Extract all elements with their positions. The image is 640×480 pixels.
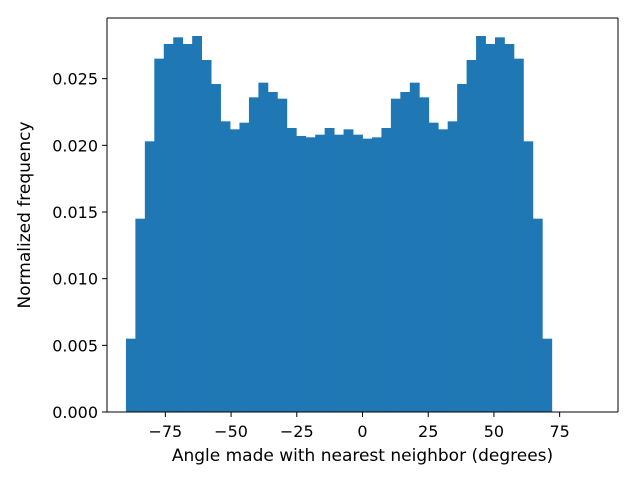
histogram-bar [438, 129, 449, 412]
histogram-bar [305, 137, 316, 412]
histogram-bar [409, 82, 420, 413]
histogram-bar [315, 134, 326, 413]
histogram-bar [400, 92, 411, 412]
histogram-bar [258, 82, 269, 413]
histogram-bar [476, 36, 486, 412]
histogram-bar [211, 84, 221, 412]
histogram-bar [173, 37, 184, 412]
histogram-bar [286, 128, 297, 412]
x-tick-label: 75 [549, 422, 569, 441]
x-tick-label: −75 [148, 422, 182, 441]
histogram-bar [125, 338, 136, 412]
histogram-bar [390, 98, 401, 413]
histogram-bar [513, 58, 524, 413]
y-tick-label: 0.000 [52, 403, 98, 422]
histogram-bar [532, 218, 543, 412]
histogram-bar [182, 44, 193, 412]
x-tick-label: −25 [280, 422, 314, 441]
histogram-bar [324, 128, 335, 412]
x-tick-label: 25 [418, 422, 438, 441]
histogram-bar [296, 136, 307, 412]
y-tick-label: 0.020 [52, 136, 98, 155]
histogram-bar [419, 97, 430, 412]
histogram-bar [353, 134, 363, 413]
histogram-bar [457, 84, 467, 412]
histogram-bar [428, 122, 439, 413]
histogram-bar [220, 121, 231, 412]
y-axis-label: Normalized frequency [15, 121, 35, 308]
histogram-bar [343, 129, 354, 412]
histogram-bar [239, 122, 250, 413]
histogram-bar [135, 218, 146, 412]
x-tick-label: 0 [357, 422, 367, 441]
histogram-bar [485, 44, 496, 412]
y-tick-label: 0.015 [52, 203, 98, 222]
x-axis-label: Angle made with nearest neighbor (degree… [172, 446, 553, 466]
histogram-bar [277, 98, 288, 413]
histogram-bar [267, 92, 278, 412]
histogram-bar [371, 137, 382, 412]
histogram-bar [248, 97, 259, 412]
histogram-bar [362, 138, 373, 413]
histogram-bar [523, 141, 534, 412]
histogram-bar [381, 128, 392, 412]
x-tick-label: −50 [214, 422, 248, 441]
x-axis-ticks: −75 −50 −25 0 25 50 75 [148, 412, 570, 441]
histogram-bar [144, 141, 155, 412]
histogram-bar [466, 60, 477, 412]
histogram-bars [125, 36, 553, 413]
histogram-bar [542, 338, 553, 412]
histogram-bar [201, 60, 212, 412]
histogram-bar [504, 44, 515, 412]
histogram-bar [230, 129, 240, 412]
x-tick-label: 50 [484, 422, 504, 441]
y-tick-label: 0.010 [52, 270, 98, 289]
histogram-bar [447, 121, 458, 412]
y-tick-label: 0.005 [52, 336, 98, 355]
histogram-bar [494, 37, 505, 412]
histogram-bar [154, 58, 165, 413]
histogram-bar [163, 44, 174, 412]
histogram-bar [192, 36, 203, 412]
y-tick-label: 0.025 [52, 70, 98, 89]
histogram-bar [334, 134, 344, 413]
y-axis-ticks: 0.000 0.005 0.010 0.015 0.020 0.025 [52, 70, 107, 422]
